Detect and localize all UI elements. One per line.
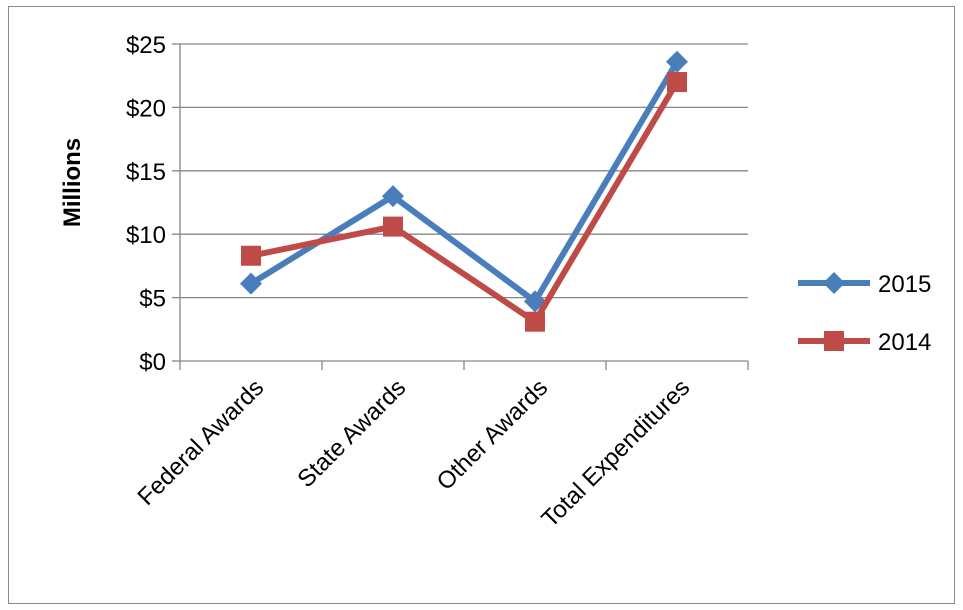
y-tick-label: $20: [126, 95, 166, 122]
x-tick-label: State Awards: [292, 374, 411, 493]
gridlines: [180, 43, 748, 299]
series-line-2015: [248, 58, 680, 305]
data-point-2015: [240, 272, 262, 295]
legend-marker-2015: [823, 272, 845, 294]
axes: [172, 43, 749, 370]
y-tick-labels: $0 $5 $10 $15 $20 $25: [126, 32, 166, 376]
chart-frame: [8, 6, 955, 604]
y-tick-label: $5: [139, 286, 166, 313]
x-tick-label: Other Awards: [432, 374, 554, 496]
legend-item-2014: 2014: [798, 329, 931, 356]
legend-item-2015: 2015: [798, 271, 931, 298]
data-point-2014: [525, 311, 545, 332]
x-tick-labels: Federal Awards State Awards Other AwardsTo…: [133, 374, 696, 533]
data-point-2014: [383, 216, 403, 237]
y-tick-label: $25: [126, 32, 166, 59]
x-tick-label: Total Expenditures: [537, 374, 696, 533]
legend-label-2014: 2014: [878, 329, 931, 356]
y-tick-label: $15: [126, 159, 166, 186]
legend: 2015 2014: [798, 271, 931, 356]
legend-label-2015: 2015: [878, 271, 931, 298]
series-2014: [241, 72, 687, 332]
data-point-2015: [382, 185, 404, 208]
series-line-2014: [248, 79, 680, 325]
y-axis-title: Millions: [59, 138, 86, 227]
x-tick-label: Federal Awards: [133, 374, 270, 511]
data-point-2014: [667, 72, 687, 93]
data-point-2015: [666, 50, 688, 73]
data-point-2014: [241, 245, 261, 266]
y-tick-label: $0: [139, 349, 166, 376]
legend-marker-2014: [824, 331, 844, 351]
y-tick-label: $10: [126, 222, 166, 249]
series-lines: [240, 50, 688, 332]
